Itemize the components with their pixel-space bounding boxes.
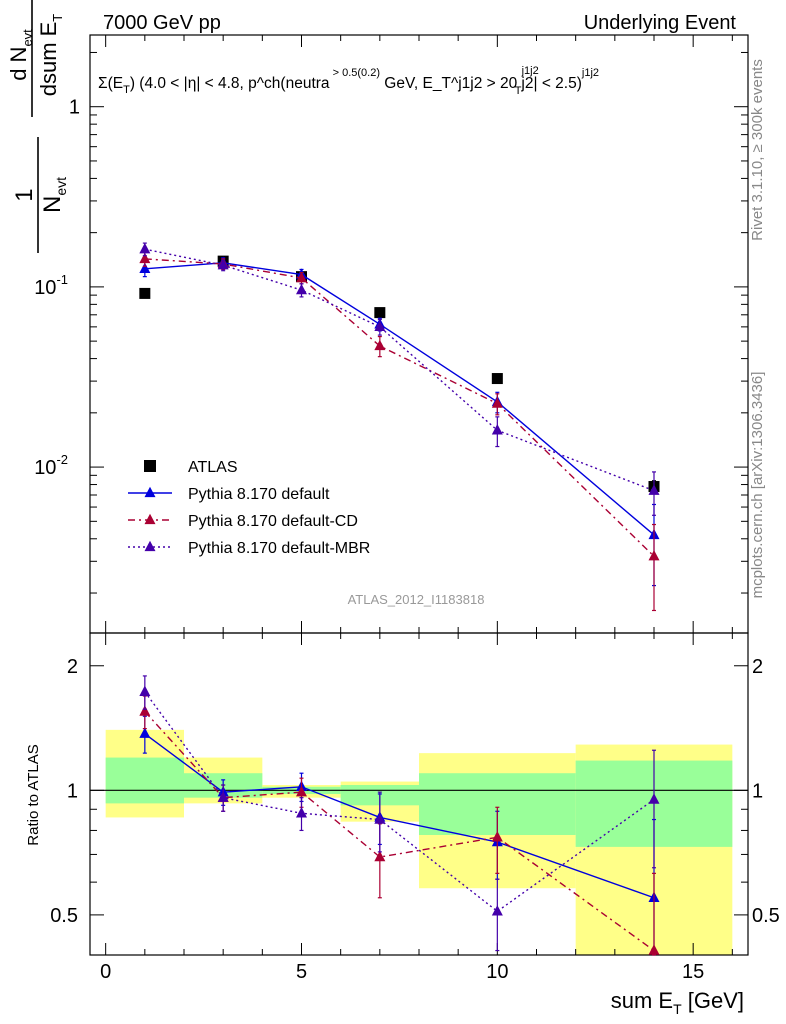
legend-label-2: Pythia 8.170 default-CD [188, 513, 358, 530]
main-point-dotted-0 [139, 242, 151, 254]
main-point-dotted-5 [648, 484, 660, 495]
obs-t4: j2| < 2.5) [520, 75, 581, 92]
main-line-dotted [144, 248, 655, 492]
ratio-point-dashdot-2 [296, 785, 307, 797]
main-point-dashdot-4 [491, 397, 503, 408]
atlas-point-3 [374, 307, 386, 319]
main-point-dashdot-3 [374, 339, 386, 351]
legend-marker-solid [144, 486, 156, 498]
ratio-point-dotted-0 [139, 685, 151, 697]
main-point-dotted-4 [491, 424, 503, 435]
main-ytick-label-2: 10-2 [34, 452, 68, 479]
ratio-point-dashdot-4 [491, 831, 503, 842]
obs-t2-sup: > 0.5(0.2) [330, 67, 380, 79]
ratio-point-dotted-2 [296, 807, 307, 818]
legend-marker-atlas [144, 460, 156, 472]
legend-label-0: ATLAS [188, 459, 238, 476]
x-tick-label-10: 10 [486, 961, 508, 983]
main-line-dashdot [144, 258, 655, 557]
ylabel-one: 1 [11, 188, 38, 201]
ratio-line-dashdot [144, 711, 655, 952]
x-axis-label: sum ET [GeV] [611, 988, 744, 1017]
ratio-ytick-label-right-1: 1 [752, 780, 763, 802]
main-line-solid [144, 262, 655, 536]
obs-t4-sup: j1j2 [581, 67, 599, 79]
ratio-ytick-label-left-0: 0.5 [50, 905, 78, 927]
ratio-ytick-label-right-0: 0.5 [752, 905, 780, 927]
main-point-dashdot-5 [648, 549, 660, 561]
atlas-point-0 [139, 287, 151, 299]
ylabel-nevt: Nevt [39, 177, 69, 213]
main-ytick-label-exp-2: -2 [56, 452, 68, 467]
obs-t1: Σ(E [98, 75, 123, 92]
x-tick-label-0: 0 [100, 961, 111, 983]
obs-t3-sub: T [515, 85, 522, 97]
side-label-bottom: mcplots.cern.ch [arXiv:1306.3436] [749, 372, 766, 599]
x-tick-label-5: 5 [296, 961, 307, 983]
ylabel-dsum-sub: T [50, 14, 65, 22]
legend-marker-dotted [144, 540, 156, 552]
ratio-point-dotted-1 [217, 791, 229, 802]
ratio-ylabel: Ratio to ATLAS [25, 744, 42, 845]
header-left: 7000 GeV pp [103, 12, 221, 34]
ratio-point-dashdot-5 [648, 944, 660, 955]
ratio-line-dotted [144, 691, 655, 913]
main-point-dotted-1 [217, 258, 229, 270]
x-axis-label-unit: [GeV] [682, 988, 744, 1013]
main-point-dotted-3 [374, 320, 386, 332]
main-ytick-label-0: 1 [69, 97, 80, 119]
obs-t1-sub: T [123, 84, 130, 96]
ratio-plot: 0 5 10 15 0.5 0.5 1 1 2 2 [50, 632, 780, 983]
side-label-top: Rivet 3.1.10, ≥ 300k events [749, 59, 766, 241]
ratio-point-dashdot-0 [139, 705, 151, 716]
ratio-point-dotted-4 [491, 905, 503, 916]
ratio-ytick-label-left-2: 2 [67, 656, 78, 678]
header-right: Underlying Event [584, 12, 737, 34]
atlas-point-4 [491, 373, 503, 385]
main-plot: 110-110-2 [34, 34, 749, 634]
observable-title: Σ(ET) (4.0 < |η| < 4.8, p^ch(neutra > 0.… [98, 65, 599, 97]
main-point-dashdot-2 [296, 271, 307, 283]
main-point-solid-0 [139, 262, 151, 273]
ylabel-nevt-sub: evt [53, 177, 69, 196]
obs-t3: GeV, E_T^j1j2 > 20 [380, 75, 522, 92]
legend-marker-dashdot [144, 513, 156, 525]
main-point-dotted-2 [296, 283, 307, 295]
band-inner-0 [105, 757, 184, 804]
ylabel-dnevt: d Nevt [6, 29, 35, 81]
ratio-point-dotted-3 [374, 813, 386, 824]
ratio-ytick-label-left-1: 1 [67, 780, 78, 802]
ratio-point-dotted-5 [648, 793, 660, 804]
analysis-label: ATLAS_2012_I1183818 [348, 592, 485, 607]
main-ytick-label-1: 10-1 [34, 272, 68, 299]
ratio-point-solid-0 [139, 727, 151, 738]
main-ytick-label-base-1: 10 [34, 277, 56, 299]
legend: ATLAS Pythia 8.170 default Pythia 8.170 de… [128, 459, 370, 557]
legend-label-3: Pythia 8.170 default-MBR [188, 540, 370, 557]
main-point-dashdot-0 [139, 252, 151, 264]
ratio-point-dashdot-3 [374, 850, 386, 862]
ratio-ytick-label-right-2: 2 [752, 656, 763, 678]
ylabel-dsum: dsum ET [36, 14, 65, 97]
x-axis-label-sub: T [673, 1001, 682, 1017]
main-ylabel: 1 Nevt d Nevt dsum ET [GeV-1] [6, 0, 69, 253]
main-ytick-label-base-2: 10 [34, 457, 56, 479]
legend-label-1: Pythia 8.170 default [188, 486, 330, 503]
obs-t2: ) (4.0 < |η| < 4.8, p^ch(neutra [130, 75, 330, 92]
obs-t3-sup: j1j2 [521, 65, 539, 77]
x-tick-label-15: 15 [682, 961, 704, 983]
main-ytick-label-exp-1: -1 [56, 272, 68, 287]
